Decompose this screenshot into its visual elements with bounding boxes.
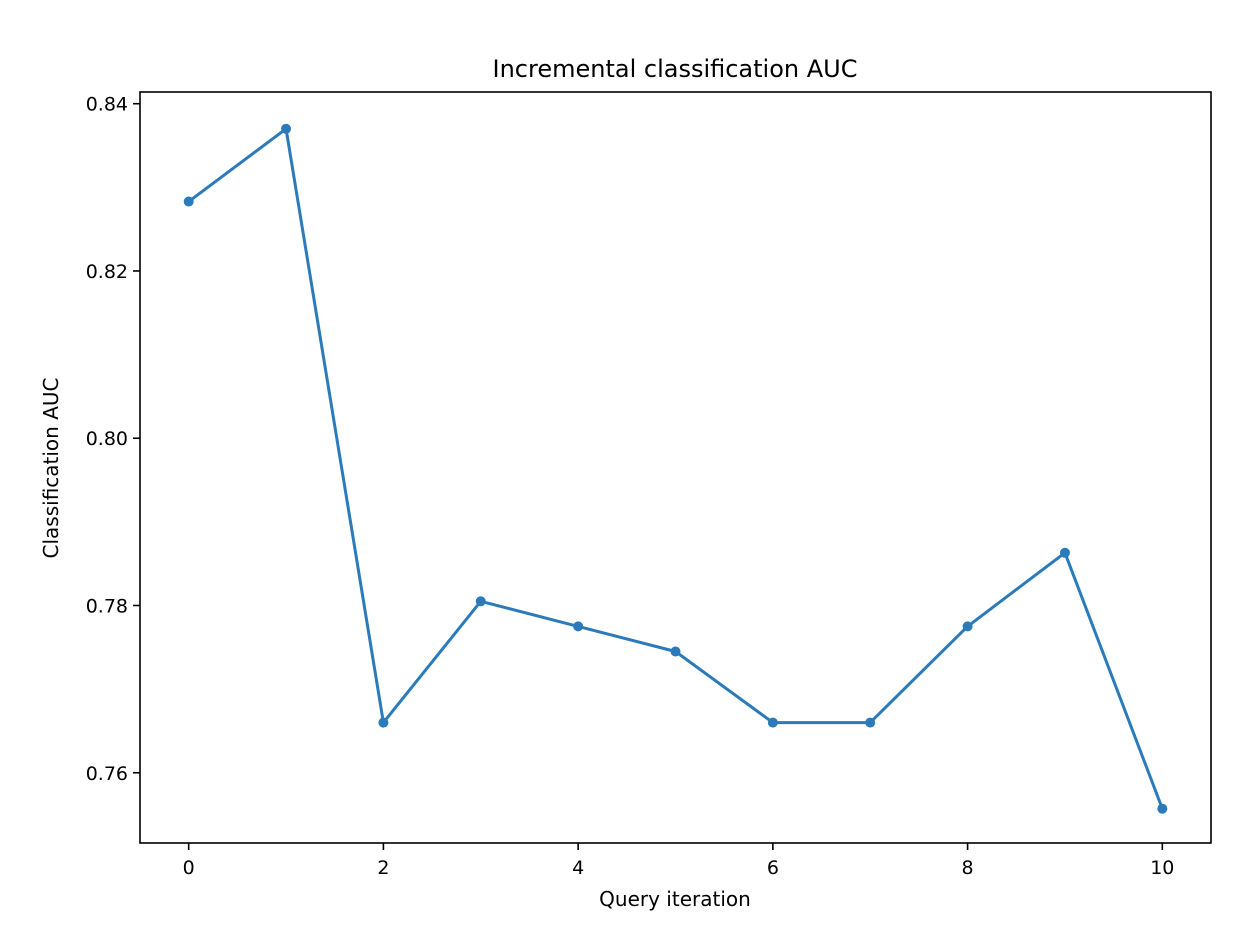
data-point [865,717,876,728]
data-point [1059,547,1070,558]
data-point [281,123,292,134]
y-tick-label: 0.82 [86,261,128,283]
x-tick-label: 2 [377,857,389,879]
data-point [378,717,389,728]
data-point [670,646,681,657]
x-tick-label: 0 [183,857,195,879]
x-tick-label: 4 [572,857,584,879]
data-point [962,621,973,632]
y-tick-label: 0.78 [86,595,128,617]
chart-title: Incremental classification AUC [493,55,858,83]
x-axis-label: Query iteration [599,887,751,911]
y-tick-label: 0.76 [86,763,128,785]
plot-area: 0 2 4 6 8 10 0.76 0.78 0.80 0.82 0.84 [86,91,1212,879]
data-point [1157,803,1168,814]
y-axis-label: Classification AUC [39,378,63,559]
data-point [767,717,778,728]
data-point [475,596,486,607]
data-point [183,196,194,207]
x-tick-label: 10 [1150,857,1174,879]
x-tick-label: 8 [962,857,974,879]
y-tick-label: 0.80 [86,428,128,450]
x-tick-label: 6 [767,857,779,879]
plot-frame [139,91,1212,844]
data-point [573,621,584,632]
y-tick-label: 0.84 [86,94,128,116]
